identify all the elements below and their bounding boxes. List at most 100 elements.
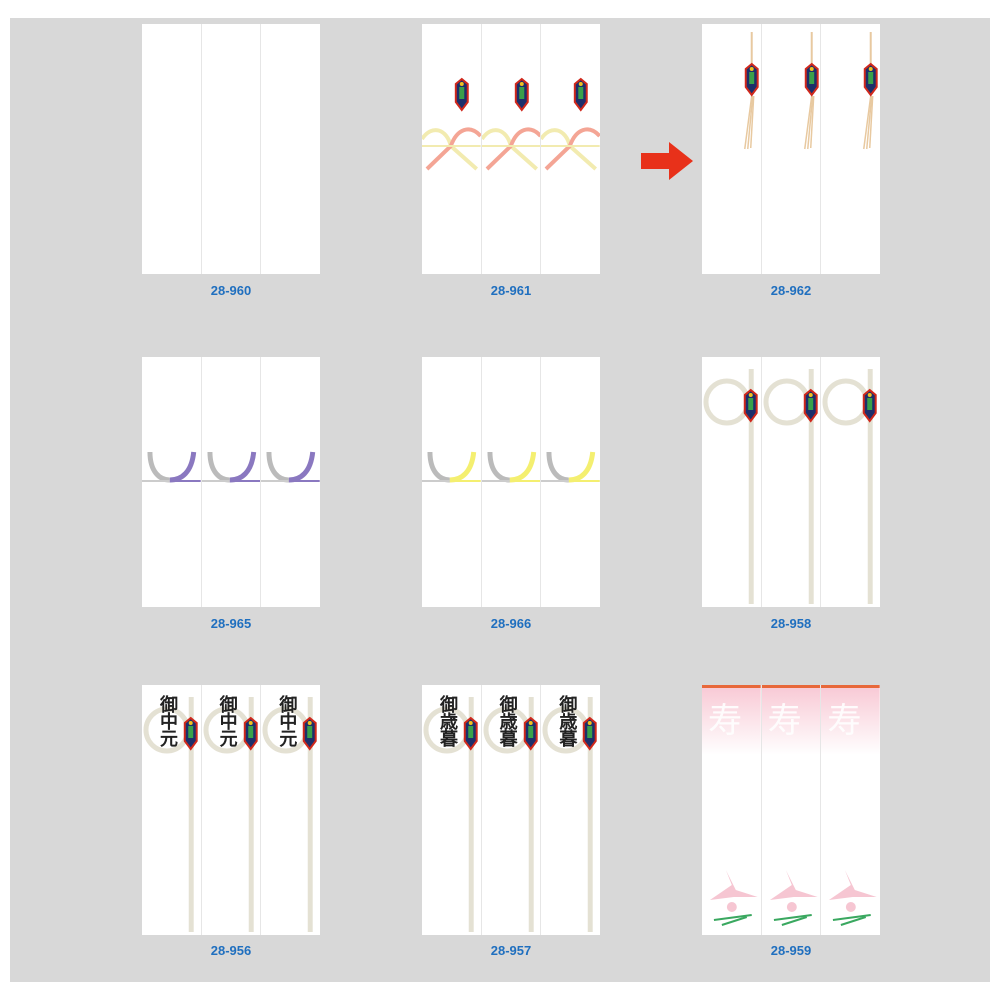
- envelope-strip: [481, 357, 542, 607]
- noshi-icon: [804, 62, 819, 97]
- product-code-label[interactable]: 28-959: [770, 943, 812, 958]
- envelope-strip: [261, 24, 320, 274]
- envelope-strip: [142, 357, 202, 607]
- noshi-icon: [863, 388, 878, 423]
- plain-icon: [202, 24, 261, 274]
- mizuhiki-yellow-icon: [481, 451, 541, 483]
- tassel-icon: [863, 95, 874, 150]
- mizuhiki-icon: [142, 451, 201, 483]
- pine-icon: [773, 914, 812, 926]
- noshi-icon: [803, 388, 818, 423]
- noshi-icon: [463, 716, 478, 751]
- envelope-strip: 御歳暮: [482, 685, 542, 935]
- envelope-strip: [422, 357, 482, 607]
- envelope-strip: [481, 24, 542, 274]
- noshi-bow-icon: [541, 77, 601, 171]
- kotobuki-text: 寿: [767, 701, 802, 741]
- mizuhiki-yellow-icon: [541, 451, 601, 483]
- envelope-strip: [702, 357, 762, 607]
- envelope-strip: [762, 24, 822, 274]
- arrow-right-icon: [641, 142, 693, 180]
- calligraphy-text: 御中元: [157, 695, 178, 746]
- bow-icon: [541, 127, 601, 171]
- plain-icon: [142, 24, 201, 274]
- envelope-strip: [762, 357, 822, 607]
- noshi-icon: [583, 716, 598, 751]
- ring-noshi-text-icon: [262, 697, 318, 932]
- noshi-icon: [523, 716, 538, 751]
- noshi-icon: [183, 716, 198, 751]
- pine-icon: [713, 914, 752, 926]
- noshi-bow-icon: [422, 77, 481, 171]
- calligraphy-text: 御中元: [216, 695, 238, 746]
- product-image-28-958[interactable]: [702, 357, 880, 607]
- envelope-strip: 御中元: [261, 685, 320, 935]
- envelope-strip: 御中元: [142, 685, 202, 935]
- noshi-tassel-icon: [863, 32, 879, 150]
- mizuhiki-purple-icon: [261, 451, 321, 483]
- noshi-icon: [574, 77, 589, 112]
- envelope-strip: [142, 24, 202, 274]
- crane-icon: [769, 870, 818, 912]
- ring-noshi-text-icon: [423, 697, 478, 932]
- noshi-icon: [864, 62, 879, 97]
- kotobuki-text: 寿: [827, 701, 862, 741]
- product-image-28-959[interactable]: 寿寿寿: [702, 685, 881, 935]
- product-image-28-961[interactable]: [422, 24, 601, 274]
- product-code-label[interactable]: 28-966: [490, 616, 532, 631]
- mizuhiki-icon: [261, 451, 321, 483]
- bow-icon: [422, 127, 481, 171]
- calligraphy-text: 御中元: [276, 695, 298, 746]
- calligraphy-text: 御歳暮: [437, 695, 458, 746]
- product-image-28-960[interactable]: [142, 24, 320, 274]
- mizuhiki-icon: [422, 451, 481, 483]
- kotobuki-crane-icon: [702, 685, 761, 926]
- product-code-label[interactable]: 28-962: [770, 283, 812, 298]
- product-image-28-956[interactable]: 御中元 御中元 御中元: [142, 685, 320, 935]
- crane-icon: [709, 870, 758, 912]
- envelope-strip: 寿: [702, 685, 762, 935]
- product-code-label[interactable]: 28-957: [490, 943, 532, 958]
- tassel-icon: [744, 95, 755, 150]
- product-image-28-965[interactable]: [142, 357, 321, 607]
- envelope-strip: [821, 357, 880, 607]
- ring-noshi-icon: [703, 369, 758, 604]
- envelope-strip: 御歳暮: [541, 685, 600, 935]
- calligraphy-text: 御歳暮: [496, 695, 518, 746]
- pine-icon: [833, 914, 872, 926]
- product-image-28-966[interactable]: [422, 357, 601, 607]
- envelope-strip: 寿: [761, 685, 822, 935]
- envelope-strip: [541, 357, 601, 607]
- product-code-label[interactable]: 28-960: [210, 283, 252, 298]
- envelope-strip: [422, 24, 482, 274]
- product-code-label[interactable]: 28-965: [210, 616, 252, 631]
- envelope-strip: [541, 24, 601, 274]
- noshi-tassel-icon: [803, 32, 819, 150]
- calligraphy-text: 御歳暮: [556, 695, 578, 746]
- ring-noshi-text-icon: [143, 697, 198, 932]
- noshi-icon: [743, 388, 758, 423]
- mizuhiki-yellow-icon: [422, 451, 481, 483]
- ring-noshi-text-icon: [542, 697, 598, 932]
- kotobuki-crane-icon: [821, 685, 881, 926]
- product-code-label[interactable]: 28-956: [210, 943, 252, 958]
- ring-noshi-icon: [822, 369, 878, 604]
- product-image-28-962[interactable]: [702, 24, 880, 274]
- product-code-label[interactable]: 28-958: [770, 616, 812, 631]
- ring-noshi-text-icon: [483, 697, 538, 932]
- mizuhiki-icon: [481, 451, 541, 483]
- mizuhiki-icon: [541, 451, 601, 483]
- bow-icon: [481, 127, 541, 171]
- envelope-strip: 御中元: [202, 685, 262, 935]
- envelope-strip: [202, 24, 262, 274]
- tassel-icon: [803, 95, 815, 150]
- noshi-icon: [514, 77, 529, 112]
- noshi-icon: [243, 716, 258, 751]
- envelope-strip: [821, 24, 880, 274]
- product-image-28-957[interactable]: 御歳暮 御歳暮 御歳暮: [422, 685, 600, 935]
- noshi-tassel-icon: [744, 32, 759, 150]
- noshi-bow-icon: [481, 77, 541, 171]
- ring-noshi-text-icon: [203, 697, 258, 932]
- kotobuki-text: 寿: [708, 701, 742, 741]
- product-code-label[interactable]: 28-961: [490, 283, 532, 298]
